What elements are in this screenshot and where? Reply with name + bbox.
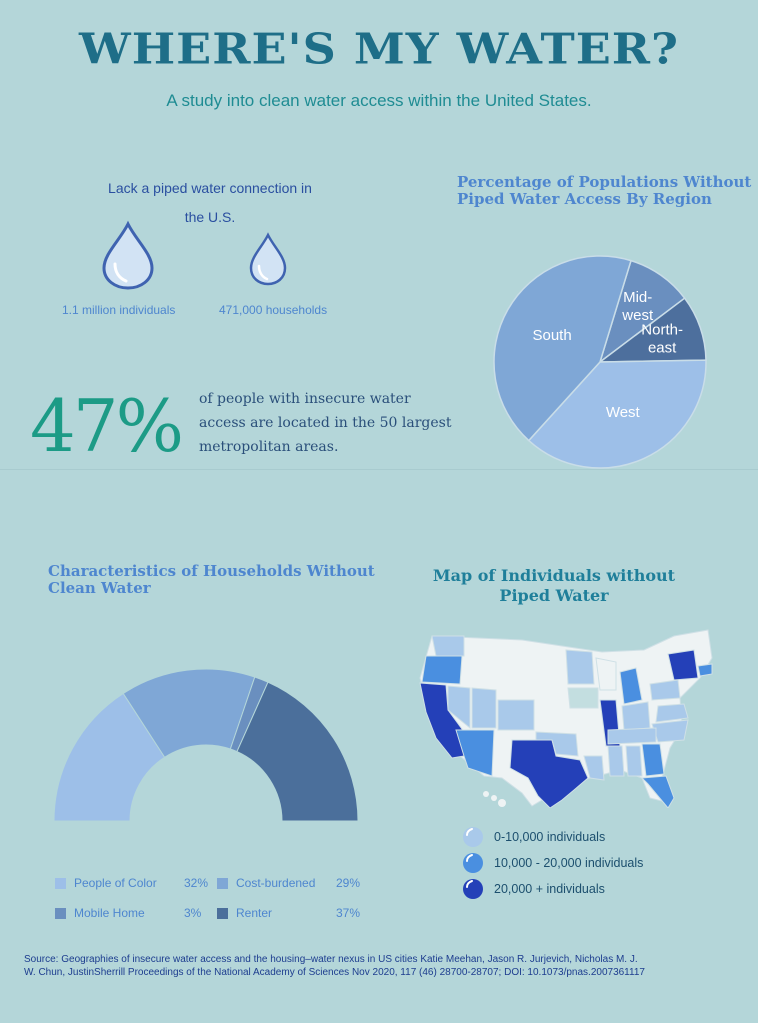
state-oregon: [421, 655, 463, 685]
state-mississippi: [607, 745, 625, 777]
page-subtitle: A study into clean water access within t…: [166, 91, 592, 110]
map-legend-label: 20,000 + individuals: [494, 882, 605, 896]
region-chart-title: Percentage of Populations Without Piped …: [457, 174, 757, 208]
households-title-line2: Clean Water: [48, 579, 151, 597]
map-legend-item: 10,000 - 20,000 individuals: [462, 852, 643, 874]
source-line1: Source: Geographies of insecure water ac…: [24, 954, 638, 965]
us-map: [419, 629, 713, 808]
map-title-line2: Piped Water: [499, 586, 609, 605]
legend-value: 29%: [336, 876, 361, 890]
pie-label-south: South: [532, 327, 571, 344]
stat-text-line3: metropolitan areas.: [199, 439, 339, 455]
stat-text-line2: access are located in the 50 largest: [199, 415, 452, 431]
hawaii-islands: [483, 791, 506, 807]
legend-label: Mobile Home: [74, 906, 145, 920]
legend-item-mobile-home: Mobile Home 3%: [55, 906, 201, 920]
stat-description: of people with insecure water access are…: [199, 387, 479, 459]
pie-label-midwest: Mid-west: [621, 289, 654, 324]
state-nevada: [447, 685, 471, 730]
households-count: 471,000 households: [219, 303, 328, 317]
pie-label-northeast: North-east: [641, 322, 683, 357]
map-legend-dot-icon: [463, 879, 483, 899]
map-legend-dot-icon: [463, 853, 483, 873]
map-legend-item: 20,000 + individuals: [462, 878, 605, 900]
state-massachusetts: [697, 663, 713, 677]
state-virginia: [655, 703, 689, 723]
state-arizona: [455, 729, 495, 777]
stat-text-line1: of people with insecure water: [199, 391, 411, 407]
legend-label: Cost-burdened: [236, 876, 316, 890]
households-chart-title: Characteristics of Households Without Cl…: [48, 563, 388, 597]
state-pennsylvania: [649, 679, 681, 701]
state-iowa: [567, 687, 599, 709]
map-legend-label: 10,000 - 20,000 individuals: [494, 856, 644, 870]
state-ohio-indiana: [621, 701, 651, 731]
state-alabama: [625, 745, 643, 777]
legend-swatch: [217, 877, 228, 889]
state-washington: [431, 635, 465, 657]
state-oklahoma: [535, 731, 579, 757]
state-georgia: [641, 743, 665, 777]
legend-value: 3%: [184, 906, 202, 920]
lack-title-line1: Lack a piped water connection in: [108, 180, 312, 196]
state-tennessee: [607, 727, 657, 745]
section-divider: [0, 469, 758, 470]
source-citation: Source: Geographies of insecure water ac…: [24, 953, 736, 979]
legend-label: People of Color: [74, 876, 157, 890]
state-utah: [471, 687, 497, 729]
pie-slice-south: [493, 255, 632, 442]
water-drop-icon: [249, 232, 287, 286]
legend-label: Renter: [236, 906, 273, 920]
state-minnesota: [565, 649, 595, 685]
region-title-line1: Percentage of Populations Without: [457, 173, 752, 191]
state-louisiana: [583, 755, 605, 781]
map-legend-item: 0-10,000 individuals: [462, 826, 605, 848]
households-half-donut-chart: [53, 668, 359, 822]
legend-swatch: [55, 877, 66, 889]
individuals-count: 1.1 million individuals: [62, 303, 176, 317]
legend-item-people-of-color: People of Color 32%: [55, 876, 208, 890]
legend-item-cost-burdened: Cost-burdened 29%: [217, 876, 360, 890]
map-title: Map of Individuals without Piped Water: [420, 566, 688, 606]
stat-percent: 47%: [30, 384, 184, 468]
pie-slice-west: [527, 359, 707, 469]
state-florida: [640, 775, 675, 808]
households-legend: People of Color 32% Cost-burdened 29% Mobile…: [55, 876, 375, 926]
legend-swatch: [217, 907, 228, 919]
water-drop-icon: [102, 220, 154, 290]
donut-segment-renter: [236, 681, 359, 822]
state-colorado: [497, 699, 535, 731]
legend-value: 32%: [184, 876, 209, 890]
legend-swatch: [55, 907, 66, 919]
map-title-line1: Map of Individuals without: [432, 566, 676, 585]
region-title-line2: Piped Water Access By Region: [457, 190, 712, 208]
page-title: WHERE'S MY WATER?: [79, 24, 679, 74]
legend-value: 37%: [336, 906, 361, 920]
legend-item-renter: Renter 37%: [217, 906, 360, 920]
state-new-york: [667, 649, 699, 681]
state-wisconsin: [595, 657, 617, 691]
lack-connection-title: Lack a piped water connection in the U.S…: [60, 174, 360, 232]
pie-label-west: West: [606, 404, 641, 421]
state-michigan: [619, 667, 643, 705]
lack-title-line2: the U.S.: [184, 209, 236, 225]
state-north-carolina: [651, 719, 689, 743]
map-legend-label: 0-10,000 individuals: [494, 830, 606, 844]
households-title-line1: Characteristics of Households Without: [48, 562, 375, 580]
source-line2: W. Chun, JustinSherrill Proceedings of t…: [24, 967, 645, 978]
map-legend-dot-icon: [463, 827, 483, 847]
